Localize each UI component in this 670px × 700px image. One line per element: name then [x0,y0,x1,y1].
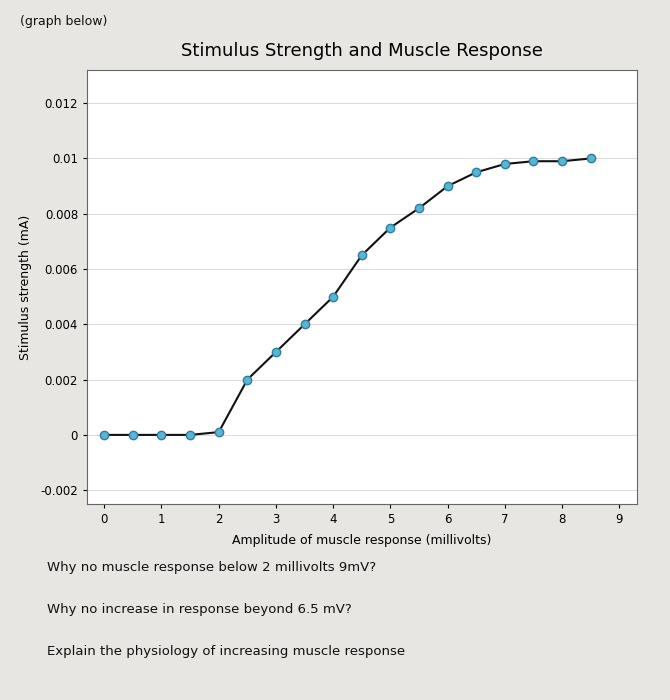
Title: Stimulus Strength and Muscle Response: Stimulus Strength and Muscle Response [181,42,543,60]
Text: Why no muscle response below 2 millivolts 9mV?: Why no muscle response below 2 millivolt… [47,561,376,573]
Y-axis label: Stimulus strength (mA): Stimulus strength (mA) [19,214,32,360]
Text: Explain the physiology of increasing muscle response: Explain the physiology of increasing mus… [47,645,405,657]
Text: Why no increase in response beyond 6.5 mV?: Why no increase in response beyond 6.5 m… [47,603,352,615]
X-axis label: Amplitude of muscle response (millivolts): Amplitude of muscle response (millivolts… [232,534,492,547]
Text: (graph below): (graph below) [20,15,107,27]
